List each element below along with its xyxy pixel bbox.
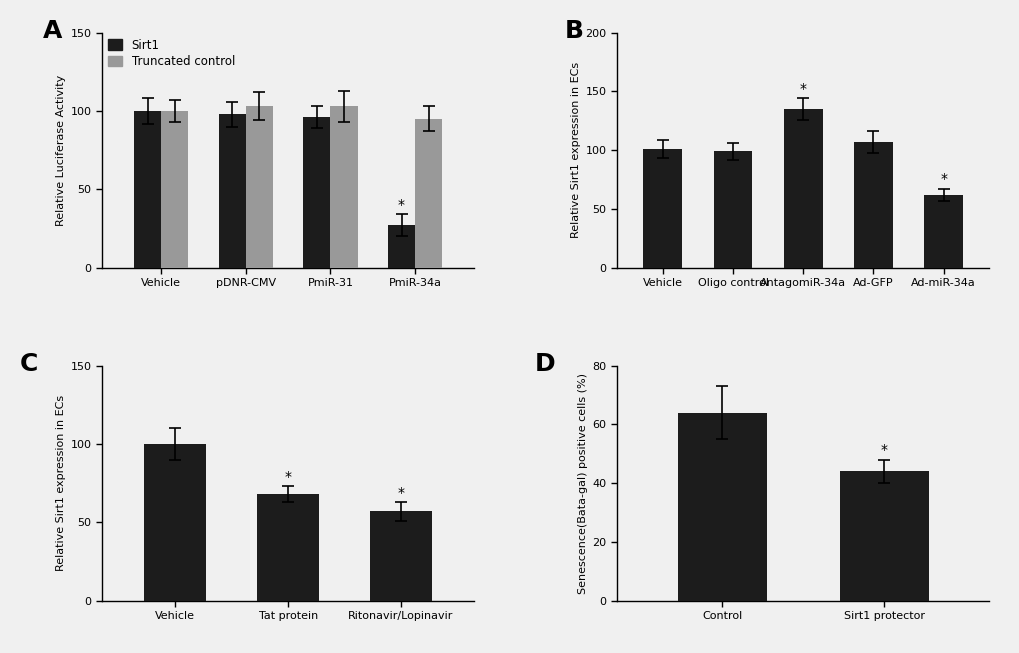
Bar (330, 106, 358, 268)
Bar (370, 511, 432, 601)
Bar (678, 413, 766, 601)
Text: *: * (799, 82, 806, 95)
Y-axis label: Relative Sirt1 expression in ECs: Relative Sirt1 expression in ECs (56, 395, 66, 571)
Y-axis label: Relative Luciferase Activity: Relative Luciferase Activity (56, 74, 66, 226)
Text: *: * (940, 172, 947, 186)
Bar (387, 225, 415, 268)
Text: *: * (397, 486, 405, 500)
Text: D: D (535, 351, 555, 375)
Text: A: A (43, 18, 62, 42)
Text: *: * (284, 470, 291, 484)
Legend: Sirt1, Truncated control: Sirt1, Truncated control (108, 39, 234, 68)
Text: C: C (20, 351, 39, 375)
Bar (303, 118, 330, 268)
Bar (161, 111, 189, 268)
Bar (784, 109, 821, 268)
Bar (218, 114, 246, 268)
Bar (144, 444, 206, 601)
Bar (643, 149, 682, 268)
Y-axis label: Senescence(Bata-gal) positive cells (%): Senescence(Bata-gal) positive cells (%) (578, 373, 588, 594)
Bar (246, 106, 273, 268)
Text: B: B (565, 18, 584, 42)
Bar (923, 195, 962, 268)
Bar (135, 111, 161, 268)
Bar (257, 494, 319, 601)
Y-axis label: Relative Sirt1 expression in ECs: Relative Sirt1 expression in ECs (571, 62, 581, 238)
Text: *: * (397, 198, 405, 212)
Bar (839, 471, 927, 601)
Bar (853, 142, 892, 268)
Bar (713, 151, 752, 268)
Text: *: * (879, 443, 887, 457)
Bar (415, 119, 441, 268)
